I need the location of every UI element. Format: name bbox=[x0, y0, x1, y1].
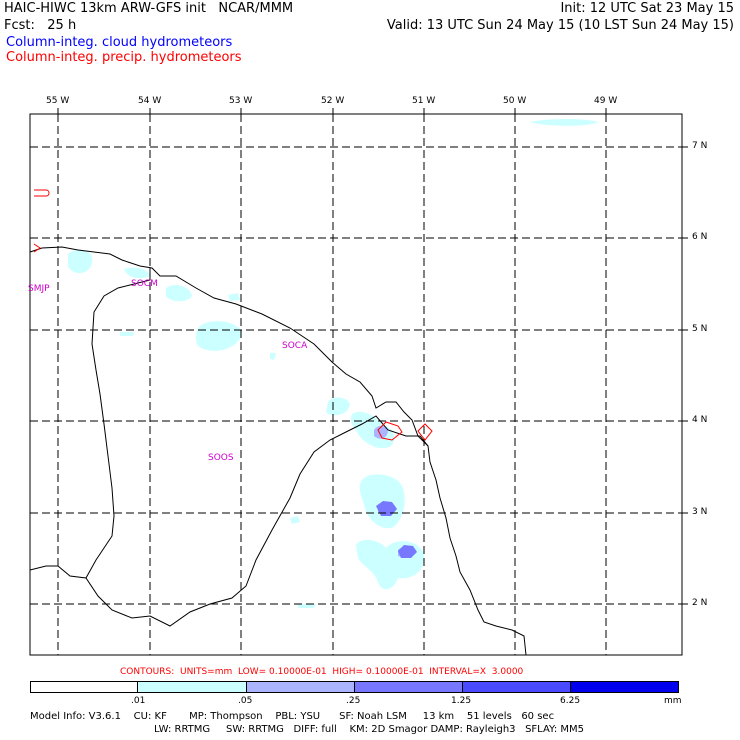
field-cloud-label: Column-integ. cloud hydrometeors bbox=[6, 35, 233, 50]
lat-label: 3 N bbox=[692, 507, 708, 517]
lon-label: 50 W bbox=[503, 96, 527, 106]
precip-contour-west-2 bbox=[33, 243, 41, 253]
contours-info: CONTOURS: UNITS=mm LOW= 0.10000E-01 HIGH… bbox=[120, 667, 524, 677]
lat-label: 6 N bbox=[692, 232, 708, 242]
colorbar-tick: .05 bbox=[238, 696, 253, 706]
station-label: SOCA bbox=[282, 341, 308, 351]
lon-label: 49 W bbox=[594, 96, 618, 106]
model-info-line1: Model Info: V3.6.1 CU: KF MP: Thompson P… bbox=[30, 711, 555, 722]
lon-label: 54 W bbox=[138, 96, 162, 106]
colorbar-unit: mm bbox=[664, 696, 682, 706]
init-time: Init: 12 UTC Sat 23 May 15 bbox=[560, 1, 734, 16]
lat-lon-grid bbox=[30, 114, 682, 655]
colorbar-swatch bbox=[463, 681, 571, 693]
border-brazil bbox=[29, 415, 429, 627]
colorbar-tick: .25 bbox=[346, 696, 361, 706]
field-precip-label: Column-integ. precip. hydrometeors bbox=[6, 50, 242, 65]
station-label: SMJP bbox=[28, 284, 50, 294]
lat-label: 2 N bbox=[692, 598, 708, 608]
station-label: SOCM bbox=[131, 279, 158, 289]
colorbar-tick: 6.25 bbox=[560, 696, 581, 706]
colorbar-swatch bbox=[247, 681, 355, 693]
lon-label: 53 W bbox=[229, 96, 253, 106]
precip-contours bbox=[33, 189, 433, 441]
colorbar-swatch bbox=[355, 681, 463, 693]
border-suriname bbox=[85, 268, 151, 579]
valid-time: Valid: 13 UTC Sun 24 May 15 (10 LST Sun … bbox=[386, 18, 734, 33]
axis-ticks bbox=[57, 108, 688, 605]
precip-contour-coast-2 bbox=[417, 423, 433, 441]
lon-label: 51 W bbox=[412, 96, 436, 106]
precip-contour-west-1 bbox=[34, 189, 50, 197]
forecast-hour: Fcst: 25 h bbox=[4, 18, 77, 33]
lon-label: 52 W bbox=[321, 96, 345, 106]
lat-label: 4 N bbox=[692, 415, 708, 425]
cloud-shading-strong bbox=[376, 501, 417, 558]
precip-contour-coast-1 bbox=[377, 421, 403, 441]
lat-label: 5 N bbox=[692, 324, 708, 334]
colorbar-tick: .01 bbox=[131, 696, 146, 706]
model-info-line2: LW: RRTMG SW: RRTMG DIFF: full KM: 2D Sm… bbox=[154, 724, 584, 735]
map-frame bbox=[29, 113, 683, 656]
colorbar-swatch bbox=[571, 681, 679, 693]
coastlines-borders bbox=[29, 246, 527, 656]
station-label: SOOS bbox=[208, 453, 234, 463]
colorbar-swatch bbox=[30, 681, 138, 693]
colorbar-swatch bbox=[138, 681, 247, 693]
coastline bbox=[29, 246, 527, 656]
colorbar-tick: 1.25 bbox=[451, 696, 472, 706]
lat-label: 7 N bbox=[692, 141, 708, 151]
lon-label: 55 W bbox=[46, 96, 70, 106]
plot-title: HAIC-HIWC 13km ARW-GFS init NCAR/MMM bbox=[4, 1, 294, 16]
